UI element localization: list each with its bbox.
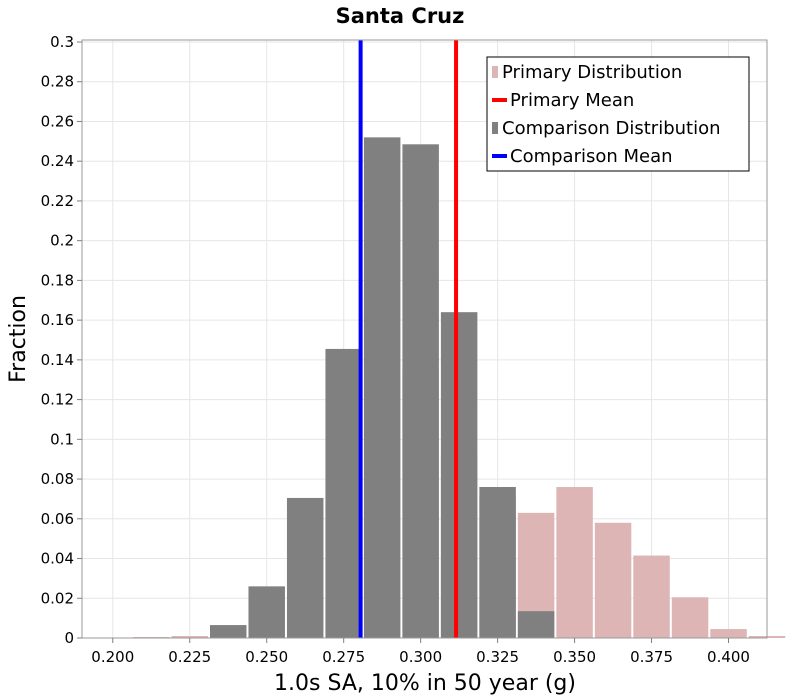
x-tick-label: 0.225	[168, 648, 211, 666]
y-tick-label: 0.24	[41, 152, 74, 170]
x-tick-label: 0.350	[553, 648, 596, 666]
legend-label-comparison-distribution: Comparison Distribution	[502, 118, 721, 139]
comparison-distribution-bar	[248, 586, 285, 638]
primary-distribution-bar	[171, 636, 208, 638]
x-tick-label: 0.275	[322, 648, 365, 666]
y-axis-title: Fraction	[6, 295, 31, 383]
legend: Primary Distribution Primary Mean Comparis…	[486, 56, 750, 172]
comparison-distribution-bars	[209, 137, 555, 639]
legend-swatch-comparison-distribution	[492, 122, 498, 134]
primary-distribution-bar	[710, 629, 747, 638]
x-tick-label: 0.400	[707, 648, 750, 666]
y-tick-label: 0.12	[41, 391, 74, 409]
y-tick-label: 0.2	[50, 232, 74, 250]
x-tick-label: 0.325	[476, 648, 519, 666]
comparison-distribution-bar	[479, 487, 516, 638]
x-tick-label: 0.200	[91, 648, 134, 666]
y-tick-label: 0.16	[41, 311, 74, 329]
x-tick-label: 0.250	[245, 648, 288, 666]
comparison-distribution-bar	[402, 144, 439, 639]
comparison-distribution-bar	[286, 497, 324, 638]
y-tick-label: 0.18	[41, 271, 74, 289]
comparison-distribution-bar	[363, 137, 401, 639]
plot-border	[81, 39, 768, 639]
x-axis-title: 1.0s SA, 10% in 50 year (g)	[274, 671, 576, 696]
x-axis-ticks: 0.200 0.225 0.250 0.275 0.300 0.325 0.350 0.375…	[91, 638, 750, 666]
comparison-distribution-bar	[440, 312, 478, 638]
y-tick-label: 0	[64, 629, 74, 647]
x-tick-label: 0.300	[399, 648, 442, 666]
primary-distribution-bar	[671, 597, 709, 638]
comparison-distribution-bar	[209, 625, 247, 638]
y-tick-label: 0.26	[41, 112, 74, 130]
y-tick-label: 0.3	[50, 33, 74, 51]
primary-distribution-bar	[556, 487, 593, 638]
y-tick-label: 0.22	[41, 192, 74, 210]
legend-label-comparison-mean: Comparison Mean	[510, 146, 673, 167]
y-tick-label: 0.04	[41, 550, 74, 568]
y-tick-label: 0.14	[41, 351, 74, 369]
legend-swatch-primary-distribution	[492, 66, 498, 78]
comparison-distribution-bar	[325, 348, 362, 638]
comparison-distribution-bar	[517, 611, 555, 638]
legend-box	[486, 56, 750, 172]
legend-label-primary-distribution: Primary Distribution	[502, 62, 682, 83]
x-tick-label: 0.375	[630, 648, 673, 666]
mean-lines	[358, 40, 459, 638]
legend-label-primary-mean: Primary Mean	[510, 90, 634, 111]
y-tick-label: 0.06	[41, 510, 74, 528]
y-axis-ticks: 0 0.02 0.04 0.06 0.08 0.1 0.12 0.14 0.16 0.18 0.2 0…	[41, 33, 82, 647]
y-tick-label: 0.08	[41, 470, 74, 488]
chart-title: Santa Cruz	[336, 4, 465, 28]
primary-distribution-bar	[594, 522, 632, 638]
y-tick-label: 0.28	[41, 73, 74, 91]
primary-distribution-bar	[633, 555, 670, 638]
y-tick-label: 0.1	[50, 430, 74, 448]
y-tick-label: 0.02	[41, 589, 74, 607]
